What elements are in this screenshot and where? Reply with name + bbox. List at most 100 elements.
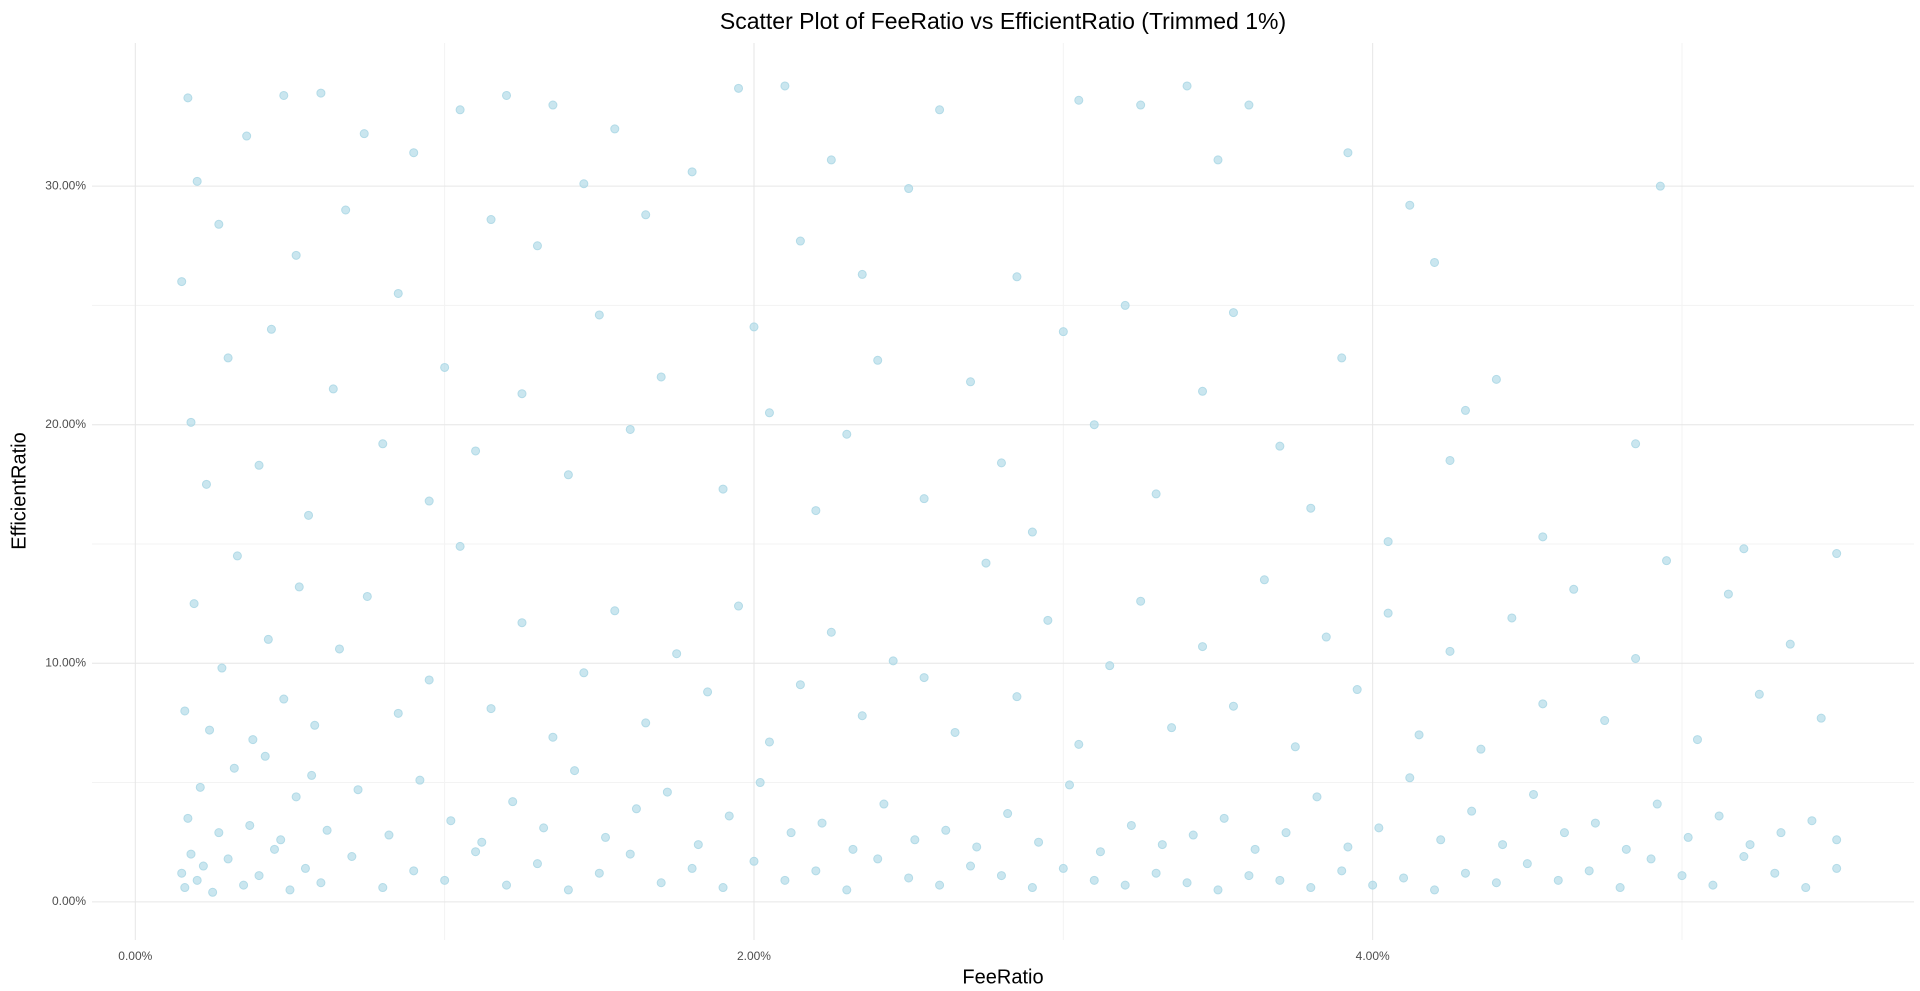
point xyxy=(1832,549,1842,559)
point xyxy=(1522,859,1532,869)
point xyxy=(362,591,372,601)
point xyxy=(393,288,403,298)
point xyxy=(873,355,883,365)
point xyxy=(180,883,190,893)
x-axis-title: FeeRatio xyxy=(962,966,1043,988)
point xyxy=(780,81,790,91)
point xyxy=(232,551,242,561)
point xyxy=(1343,842,1353,852)
point xyxy=(214,219,224,229)
point xyxy=(996,458,1006,468)
point xyxy=(180,706,190,716)
point xyxy=(1074,95,1084,105)
point xyxy=(186,849,196,859)
point xyxy=(1714,811,1724,821)
point xyxy=(1723,589,1733,599)
point xyxy=(424,675,434,685)
point xyxy=(1290,742,1300,752)
point xyxy=(1126,820,1136,830)
point xyxy=(594,868,604,878)
point xyxy=(263,634,273,644)
point xyxy=(378,439,388,449)
y-tick-label: 30.00% xyxy=(45,178,86,192)
point xyxy=(1460,405,1470,415)
point xyxy=(294,582,304,592)
point xyxy=(201,479,211,489)
point xyxy=(248,735,258,745)
point xyxy=(378,883,388,893)
point xyxy=(1832,835,1842,845)
point xyxy=(972,842,982,852)
point xyxy=(1770,868,1780,878)
point xyxy=(693,840,703,850)
point xyxy=(242,131,252,141)
point xyxy=(1631,653,1641,663)
point xyxy=(276,835,286,845)
point xyxy=(517,618,527,628)
point xyxy=(749,856,759,866)
point xyxy=(440,362,450,372)
point xyxy=(563,470,573,480)
point xyxy=(641,210,651,220)
point xyxy=(1430,257,1440,267)
point xyxy=(279,694,289,704)
point xyxy=(734,83,744,93)
point xyxy=(1683,832,1693,842)
point xyxy=(310,720,320,730)
point xyxy=(1259,575,1269,585)
point xyxy=(1491,878,1501,888)
point xyxy=(291,792,301,802)
point xyxy=(1306,883,1316,893)
point xyxy=(631,804,641,814)
point xyxy=(1188,830,1198,840)
point xyxy=(254,871,264,881)
point xyxy=(1120,880,1130,890)
point xyxy=(1157,840,1167,850)
point xyxy=(966,861,976,871)
point xyxy=(245,820,255,830)
point xyxy=(532,859,542,869)
point xyxy=(1600,716,1610,726)
point xyxy=(563,885,573,895)
point xyxy=(532,241,542,251)
point xyxy=(1151,489,1161,499)
point xyxy=(1832,863,1842,873)
point xyxy=(1321,632,1331,642)
point xyxy=(950,727,960,737)
point xyxy=(764,737,774,747)
point xyxy=(1244,100,1254,110)
point xyxy=(316,88,326,98)
point xyxy=(873,854,883,864)
point xyxy=(656,878,666,888)
point xyxy=(941,825,951,835)
point xyxy=(795,236,805,246)
point xyxy=(347,852,357,862)
point xyxy=(904,873,914,883)
point xyxy=(183,93,193,103)
point xyxy=(415,775,425,785)
point xyxy=(1306,503,1316,513)
point xyxy=(508,797,518,807)
point xyxy=(1529,789,1539,799)
point xyxy=(1368,880,1378,890)
point xyxy=(1414,730,1424,740)
point xyxy=(1646,854,1656,864)
point xyxy=(996,871,1006,881)
point xyxy=(471,847,481,857)
point xyxy=(848,844,858,854)
point xyxy=(1467,806,1477,816)
point xyxy=(1058,863,1068,873)
point xyxy=(539,823,549,833)
point xyxy=(1105,661,1115,671)
point xyxy=(353,785,363,795)
point xyxy=(254,460,264,470)
point xyxy=(334,644,344,654)
point xyxy=(1198,642,1208,652)
point xyxy=(1089,875,1099,885)
x-tick-label: 4.00% xyxy=(1356,949,1390,963)
point xyxy=(795,680,805,690)
point xyxy=(341,205,351,215)
point xyxy=(764,408,774,418)
point xyxy=(1491,374,1501,384)
point xyxy=(1213,155,1223,165)
